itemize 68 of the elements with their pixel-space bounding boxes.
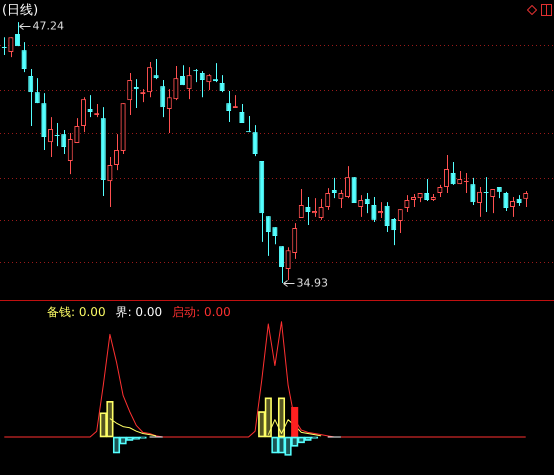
candlestick: [523, 190, 528, 208]
candlestick: [516, 194, 522, 206]
candlestick: [272, 226, 278, 245]
candlestick: [496, 186, 502, 199]
candlestick: [34, 78, 40, 104]
candlestick: [305, 196, 310, 226]
candlestick: [424, 178, 430, 202]
candlestick: [503, 191, 508, 212]
candlestick: [298, 188, 304, 218]
candlestick: [180, 64, 185, 86]
text: 界: 0.00: [116, 305, 162, 319]
candlestick: [186, 66, 192, 100]
candlestick: [239, 103, 244, 124]
candlestick: [345, 166, 350, 199]
candlestick: [107, 156, 112, 208]
candlestick: [88, 94, 93, 118]
candlestick: [398, 208, 403, 234]
text: 启动: 0.00: [172, 305, 231, 319]
candlestick: [206, 74, 212, 90]
candlestick: [411, 194, 416, 208]
candlestick: [166, 88, 172, 134]
candlestick: [48, 116, 53, 158]
candlestick: [391, 217, 396, 246]
candlestick: [266, 216, 271, 256]
candlestick: [226, 90, 232, 122]
candlestick: [371, 196, 376, 223]
candlestick: [200, 70, 205, 98]
candlestick: [464, 172, 469, 194]
text: 备钱: 0.00: [47, 305, 106, 319]
candlestick: [457, 170, 462, 185]
candlestick: [292, 222, 298, 260]
candlestick: [61, 130, 66, 154]
candlestick: [28, 68, 34, 127]
candlestick: [74, 118, 80, 144]
candlestick: [114, 134, 119, 171]
candlestick: [384, 202, 390, 232]
candlestick: [444, 154, 449, 194]
chart-title: (日线): [2, 2, 38, 19]
candlestick: [450, 162, 456, 186]
candlestick: [338, 190, 344, 209]
candlestick: [127, 72, 132, 116]
annotation: 34.93: [296, 276, 328, 290]
candlestick: [318, 198, 324, 220]
candlestick: [490, 188, 496, 214]
candlestick: [8, 36, 14, 58]
candlestick: [252, 124, 258, 157]
candlestick: [510, 196, 515, 218]
candlestick: [68, 132, 73, 175]
candlestick: [147, 62, 152, 98]
candlestick: [437, 184, 442, 198]
candlestick: [279, 246, 284, 284]
annotation: 47.24: [32, 19, 64, 32]
candlestick: [154, 58, 159, 80]
candlestick: [477, 186, 482, 218]
candlestick: [15, 22, 20, 47]
bar: [291, 406, 298, 438]
candlestick: [286, 246, 291, 281]
candlestick: [484, 176, 489, 213]
candlestick: [332, 177, 337, 199]
candlestick: [54, 122, 60, 147]
candlestick: [22, 42, 27, 73]
candlestick: [470, 177, 476, 206]
candlestick: [160, 80, 166, 118]
candlestick: [358, 194, 364, 218]
candlestick: [325, 188, 330, 210]
candlestick: [364, 192, 370, 214]
candlestick: [2, 36, 7, 56]
candlestick: [173, 66, 178, 101]
